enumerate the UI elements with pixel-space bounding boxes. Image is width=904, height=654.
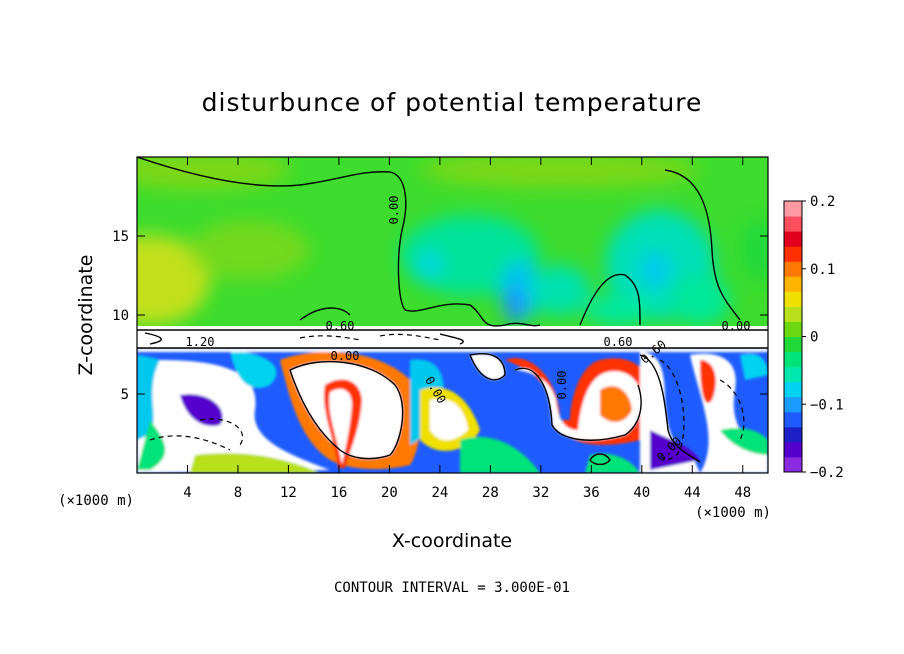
colorbar-swatch — [784, 321, 802, 337]
colorbar-swatch — [784, 426, 802, 443]
x-tick-label: 20 — [381, 485, 398, 501]
colorbar-swatch — [784, 381, 802, 398]
y-tick-label: 5 — [121, 387, 129, 403]
colorbar-swatch — [784, 276, 802, 292]
x-tick-label: 36 — [583, 485, 600, 501]
x-tick-label: 48 — [734, 485, 751, 501]
contour-label: 1.20 — [186, 335, 215, 349]
x-axis-label: X-coordinate — [392, 530, 512, 552]
colorbar-swatch — [784, 351, 802, 368]
contour-label: 0.00 — [555, 371, 569, 400]
x-unit-label-left: (×1000 m) — [58, 493, 134, 509]
y-axis-label: Z-coordinate — [75, 255, 97, 376]
colorbar-swatch — [784, 396, 802, 413]
x-tick-label: 8 — [234, 485, 242, 501]
colorbar-swatch — [784, 366, 802, 383]
contour-label: 0.60 — [326, 319, 355, 333]
contour-label: 0.00 — [722, 319, 751, 333]
plot-area: 0.00 0.00 1.20 0.60 0.00 0.00 0.00 0.60 … — [137, 157, 768, 473]
x-tick-label: 4 — [183, 485, 191, 501]
colorbar-ticks: 0.2 0.1 0 −0.1 −0.2 — [802, 194, 844, 481]
x-tick-label: 40 — [633, 485, 650, 501]
x-axis: 4 8 12 16 20 24 28 32 36 40 44 48 — [183, 157, 751, 501]
y-tick-label: 15 — [112, 229, 129, 245]
contour-label: 0.00 — [387, 196, 401, 225]
colorbar-swatch — [784, 201, 802, 217]
colorbar-swatch — [784, 231, 802, 247]
contour-label: 0.00 — [331, 349, 360, 363]
x-tick-label: 24 — [431, 485, 448, 501]
colorbar-tick-label: 0 — [810, 330, 818, 346]
colorbar-swatch — [784, 246, 802, 262]
colorbar-swatch — [784, 411, 802, 428]
y-axis: 5 10 15 — [112, 229, 768, 403]
colorbar-swatch — [784, 261, 802, 277]
contour-label: 0.60 — [604, 335, 633, 349]
colorbar — [783, 200, 803, 473]
colorbar-tick-label: −0.1 — [810, 397, 844, 413]
chart-title: disturbunce of potential temperature — [202, 88, 703, 117]
colorbar-swatch — [784, 336, 802, 353]
colorbar-tick-label: 0.2 — [810, 194, 835, 210]
colorbar-swatch — [784, 216, 802, 232]
colorbar-swatch — [784, 456, 802, 473]
colorbar-tick-label: 0.1 — [810, 262, 835, 278]
y-tick-label: 10 — [112, 308, 129, 324]
contour-interval-note: CONTOUR INTERVAL = 3.000E-01 — [334, 580, 570, 596]
colorbar-tick-label: −0.2 — [810, 465, 844, 481]
x-tick-label: 28 — [482, 485, 499, 501]
x-tick-label: 32 — [532, 485, 549, 501]
x-tick-label: 44 — [684, 485, 701, 501]
x-unit-label-right: (×1000 m) — [695, 505, 771, 521]
colorbar-swatch — [784, 306, 802, 322]
colorbar-swatch — [784, 441, 802, 458]
x-tick-label: 16 — [330, 485, 347, 501]
colorbar-swatch — [784, 291, 802, 307]
x-tick-label: 12 — [280, 485, 297, 501]
